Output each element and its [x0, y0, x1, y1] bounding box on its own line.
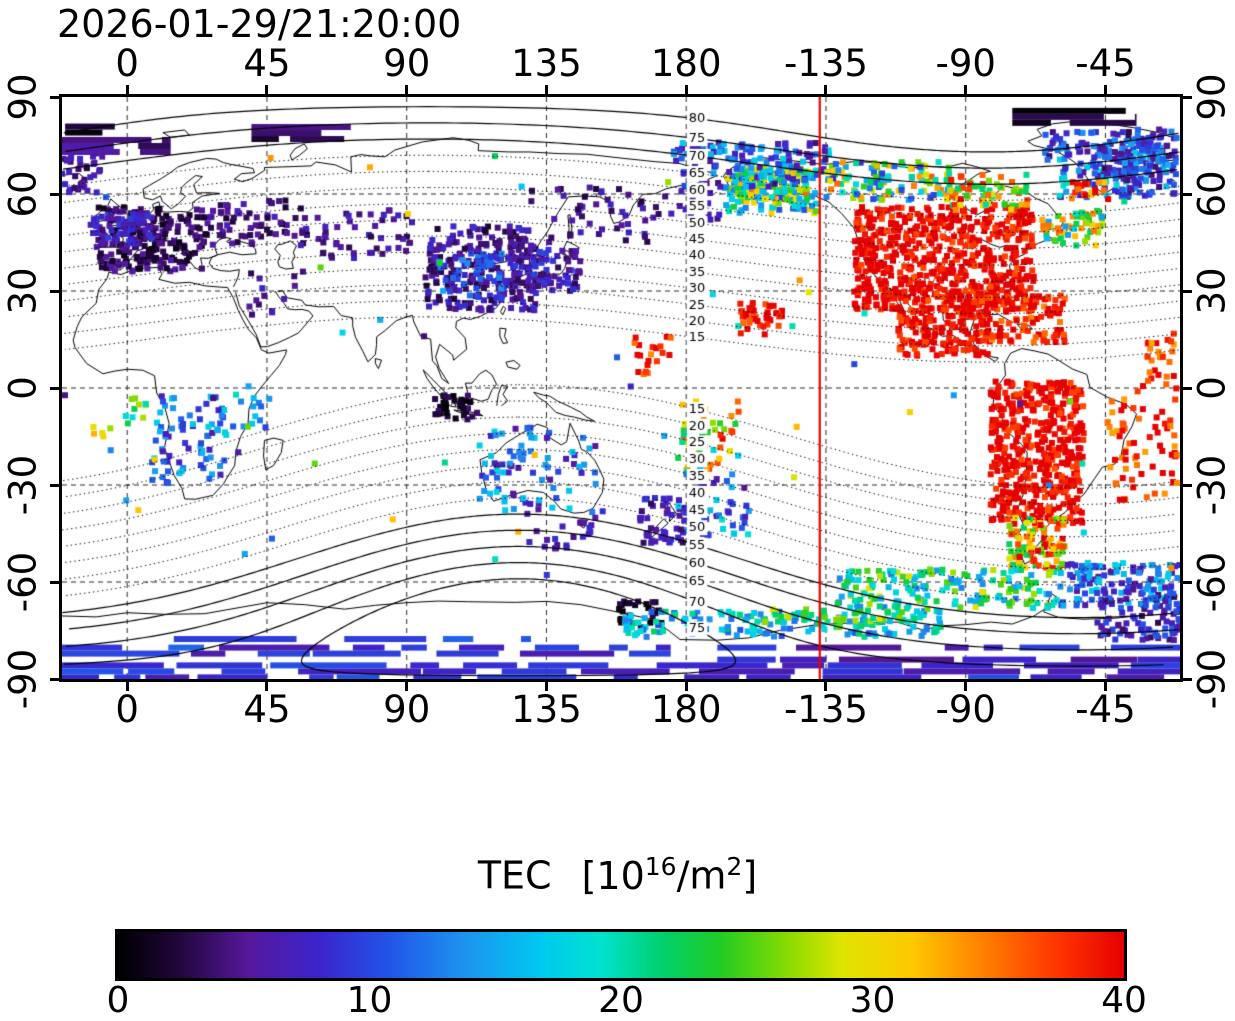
timestamp-title: 2026-01-29/21:20:00 [57, 2, 462, 46]
y-tick-right [1183, 289, 1192, 293]
y-axis-label-right: 90 [1190, 73, 1234, 121]
y-axis-label-right: 0 [1190, 376, 1234, 400]
x-tick-top [1103, 85, 1107, 94]
colorbar-gradient [118, 932, 1124, 978]
x-axis-label-top: 180 [650, 42, 722, 85]
colorbar-title-open: [10 [581, 853, 645, 898]
y-axis-label-left: 30 [1, 267, 45, 315]
x-axis-label-bottom: -90 [935, 688, 996, 731]
y-tick-left [50, 95, 59, 99]
y-axis-label-left: -90 [1, 648, 45, 710]
y-tick-left [50, 192, 59, 196]
map-plot-frame [59, 94, 1183, 682]
x-tick-top [265, 85, 269, 94]
x-axis-label-bottom: -45 [1075, 688, 1136, 731]
colorbar-tick-label: 10 [346, 980, 393, 1021]
x-axis-label-bottom: 0 [115, 688, 139, 731]
x-axis-label-top: 0 [115, 42, 139, 85]
x-tick-top [125, 85, 129, 94]
colorbar-tick-label: 40 [1101, 980, 1147, 1021]
x-tick-bottom [824, 682, 828, 691]
y-tick-right [1183, 677, 1192, 681]
x-tick-bottom [544, 682, 548, 691]
x-axis-label-top: -45 [1075, 42, 1136, 85]
x-tick-bottom [1103, 682, 1107, 691]
y-axis-label-left: 0 [1, 376, 45, 400]
colorbar-tick-label: 30 [849, 980, 896, 1021]
x-axis-label-top: 45 [243, 42, 291, 85]
y-axis-label-right: -60 [1190, 551, 1234, 613]
colorbar-title-close: ] [742, 853, 758, 898]
y-axis-label-left: -30 [1, 454, 45, 516]
y-axis-label-right: -30 [1190, 454, 1234, 516]
x-axis-label-bottom: 180 [650, 688, 722, 731]
colorbar-title-per-m: /m [676, 853, 727, 898]
y-tick-right [1183, 95, 1192, 99]
x-tick-top [824, 85, 828, 94]
x-axis-label-bottom: 45 [243, 688, 291, 731]
x-tick-bottom [684, 682, 688, 691]
colorbar-title-word: TEC [477, 853, 552, 898]
x-tick-top [544, 85, 548, 94]
colorbar [115, 929, 1127, 981]
colorbar-title: TEC [1016/m2] [0, 852, 1235, 898]
x-axis-label-top: -90 [935, 42, 996, 85]
y-tick-left [50, 386, 59, 390]
x-axis-label-bottom: 90 [383, 688, 431, 731]
x-tick-bottom [125, 682, 129, 691]
y-axis-label-left: 60 [1, 170, 45, 218]
y-axis-label-left: -60 [1, 551, 45, 613]
y-tick-right [1183, 386, 1192, 390]
y-tick-right [1183, 483, 1192, 487]
y-tick-left [50, 289, 59, 293]
x-tick-top [684, 85, 688, 94]
y-tick-right [1183, 192, 1192, 196]
colorbar-title-exponent: 16 [644, 852, 677, 881]
x-tick-bottom [405, 682, 409, 691]
y-axis-label-right: 30 [1190, 267, 1234, 315]
x-tick-bottom [265, 682, 269, 691]
map-canvas [62, 97, 1180, 679]
x-axis-label-top: 90 [383, 42, 431, 85]
x-axis-label-top: -135 [783, 42, 868, 85]
x-tick-top [964, 85, 968, 94]
x-axis-label-top: 135 [511, 42, 582, 85]
x-axis-label-bottom: -135 [783, 688, 868, 731]
x-tick-bottom [964, 682, 968, 691]
colorbar-tick-label: 20 [598, 980, 644, 1021]
y-tick-right [1183, 580, 1192, 584]
y-axis-label-right: -90 [1190, 648, 1234, 710]
y-axis-label-left: 90 [1, 73, 45, 121]
y-tick-left [50, 580, 59, 584]
y-axis-label-right: 60 [1190, 170, 1234, 218]
x-tick-top [405, 85, 409, 94]
colorbar-tick-label: 0 [106, 980, 130, 1021]
colorbar-title-squared: 2 [726, 852, 743, 881]
y-tick-left [50, 483, 59, 487]
x-axis-label-bottom: 135 [511, 688, 582, 731]
y-tick-left [50, 677, 59, 681]
